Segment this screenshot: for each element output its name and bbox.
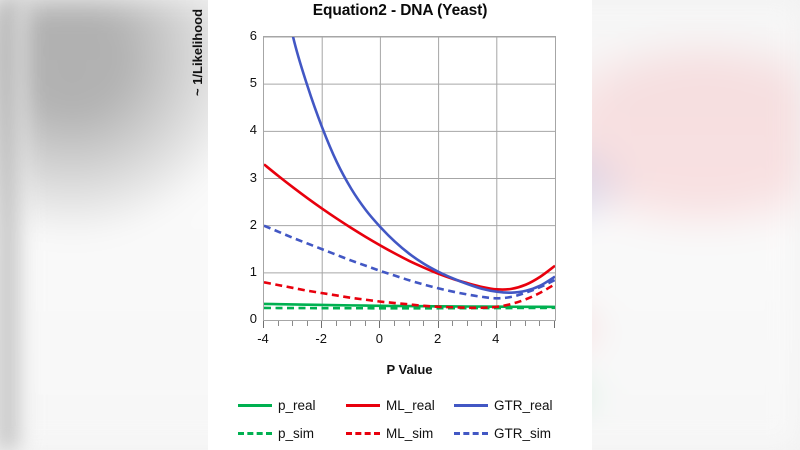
x-tick-label: 0: [375, 331, 383, 346]
legend-label: GTR_sim: [494, 426, 551, 441]
plot-svg: [264, 37, 555, 320]
y-tick-label: 1: [249, 263, 257, 279]
y-tick-label: 6: [249, 28, 257, 43]
y-axis-label: ~ 1/Likelihood: [190, 8, 205, 96]
x-axis-tick-marks: [263, 321, 556, 328]
x-tick-label: 4: [492, 331, 500, 346]
legend-swatch-ML_sim: [346, 432, 380, 435]
legend-label: ML_sim: [386, 426, 434, 441]
legend-item-p_real[interactable]: p_real: [238, 398, 346, 413]
y-tick-label: 3: [249, 169, 257, 185]
legend-swatch-GTR_sim: [454, 432, 488, 435]
legend-label: p_sim: [278, 426, 315, 441]
chart-card: Equation2 - DNA (Yeast) ~ 1/Likelihood 0…: [190, 0, 592, 450]
x-tick-label: 2: [433, 331, 442, 346]
series-line-p_real: [264, 302, 555, 309]
y-tick-label: 4: [249, 122, 257, 138]
legend-swatch-GTR_real: [454, 404, 488, 407]
series-line-GTR_sim: [264, 224, 555, 300]
x-axis-label: P Value: [386, 362, 433, 377]
legend-item-ML_real[interactable]: ML_real: [346, 398, 454, 413]
legend-item-p_sim[interactable]: p_sim: [238, 426, 346, 441]
chart-title: Equation2 - DNA (Yeast): [312, 2, 488, 19]
series-line-ML_real: [264, 163, 555, 291]
y-tick-label: 0: [249, 311, 257, 326]
legend-swatch-p_sim: [238, 432, 272, 435]
y-tick-label: 2: [249, 216, 257, 232]
legend-item-GTR_sim[interactable]: GTR_sim: [454, 426, 562, 441]
blurred-background-edge: [0, 0, 26, 450]
x-tick-label: -2: [315, 331, 327, 346]
x-tick-label: -4: [257, 331, 269, 346]
series-line-ML_sim: [264, 280, 555, 310]
legend-label: ML_real: [386, 398, 435, 413]
series-line-GTR_real: [291, 37, 555, 294]
legend-swatch-ML_real: [346, 404, 380, 407]
legend-swatch-p_real: [238, 404, 272, 407]
y-tick-label: 5: [249, 75, 257, 91]
plot-area: [263, 36, 556, 321]
legend-label: p_real: [278, 398, 316, 413]
legend-item-GTR_real[interactable]: GTR_real: [454, 398, 562, 413]
chart-legend: p_real ML_real GTR_real p_sim ML_sim GTR_sim: [238, 398, 562, 441]
legend-label: GTR_real: [494, 398, 553, 413]
legend-item-ML_sim[interactable]: ML_sim: [346, 426, 454, 441]
